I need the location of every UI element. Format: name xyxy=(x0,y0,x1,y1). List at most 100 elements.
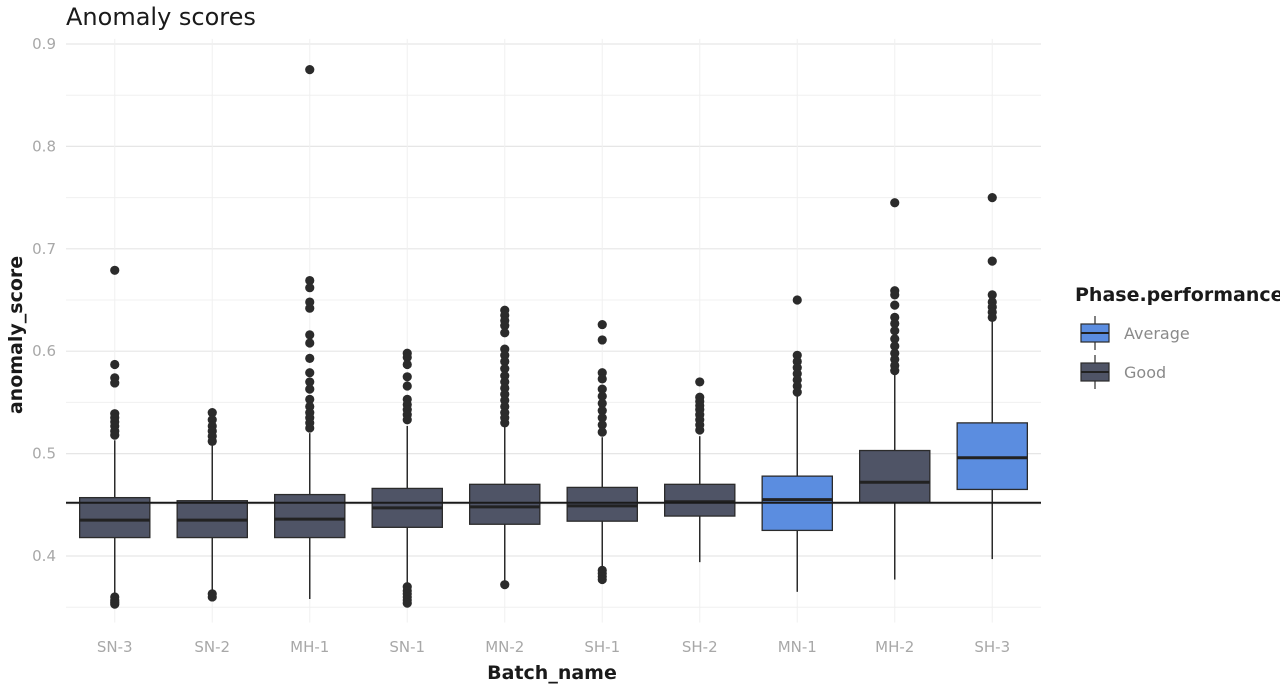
x-tick-label: SN-3 xyxy=(97,638,133,656)
outlier-point xyxy=(305,368,315,378)
legend-label: Good xyxy=(1124,363,1166,382)
boxplot-SH-1 xyxy=(566,319,639,585)
outlier-point xyxy=(597,319,607,330)
outlier-point xyxy=(597,374,607,384)
outlier-point xyxy=(207,408,217,418)
outlier-point xyxy=(305,65,315,75)
outlier-point xyxy=(305,394,315,404)
x-tick-label: SH-3 xyxy=(974,638,1010,656)
outlier-point xyxy=(110,359,120,370)
x-tick-label: SH-2 xyxy=(682,638,718,656)
outlier-point xyxy=(500,580,510,590)
outlier-point xyxy=(305,353,315,363)
boxplot-MH-1 xyxy=(273,65,346,600)
outlier-point xyxy=(890,334,900,344)
outlier-point xyxy=(597,427,607,437)
outlier-point xyxy=(597,398,607,409)
outlier-point xyxy=(402,372,412,382)
outlier-point xyxy=(305,377,315,387)
outlier-point xyxy=(597,384,607,394)
x-tick-label: SN-1 xyxy=(389,638,425,656)
boxplot-SN-1 xyxy=(371,348,443,608)
outlier-point xyxy=(305,303,315,313)
y-axis-ticks: 0.4 0.5 0.6 0.7 0.8 0.9 xyxy=(32,35,56,565)
box xyxy=(566,486,639,522)
x-tick-label: SN-2 xyxy=(194,638,230,656)
box xyxy=(273,493,346,539)
outlier-point xyxy=(402,415,412,425)
outlier-point xyxy=(890,341,900,351)
outlier-point xyxy=(987,256,997,266)
boxplot-SH-3 xyxy=(956,193,1029,560)
x-tick-label: MH-2 xyxy=(875,638,914,656)
outlier-point xyxy=(110,265,120,275)
outlier-point xyxy=(305,338,315,348)
y-tick-label: 0.7 xyxy=(32,240,56,258)
box xyxy=(664,483,736,517)
x-axis-ticks: SN-3 SN-2 MH-1 SN-1 MN-2 SH-1 SH-2 MN-1 MH-2 SH-3 xyxy=(97,638,1010,656)
boxplots xyxy=(79,65,1029,609)
outlier-point xyxy=(597,420,607,430)
outlier-point xyxy=(890,300,900,310)
y-tick-label: 0.6 xyxy=(32,342,56,360)
outlier-point xyxy=(402,598,412,608)
outlier-point xyxy=(792,387,802,397)
outlier-point xyxy=(110,599,120,609)
y-tick-label: 0.9 xyxy=(32,35,56,53)
outlier-point xyxy=(987,312,997,323)
boxplot-MN-2 xyxy=(468,305,541,590)
outlier-point xyxy=(597,574,607,585)
outlier-point xyxy=(890,290,900,300)
outlier-point xyxy=(597,413,607,423)
y-tick-label: 0.4 xyxy=(32,547,56,565)
legend-item-good: Good xyxy=(1080,355,1166,389)
outlier-point xyxy=(890,198,900,208)
legend: Phase.performance Average Good xyxy=(1075,284,1280,389)
y-axis-label: anomaly_score xyxy=(5,256,27,414)
box xyxy=(956,422,1029,491)
outlier-point xyxy=(890,318,900,329)
boxplot-SH-2 xyxy=(664,377,736,563)
outlier-point xyxy=(402,352,412,362)
legend-label: Average xyxy=(1124,324,1190,343)
outlier-point xyxy=(305,275,315,286)
outlier-point xyxy=(207,436,217,446)
outlier-point xyxy=(792,295,802,305)
outlier-point xyxy=(402,359,412,370)
outlier-point xyxy=(305,283,315,293)
boxplot-SN-2 xyxy=(176,408,248,602)
box xyxy=(79,496,151,539)
outlier-point xyxy=(890,326,900,336)
outlier-point xyxy=(500,328,510,338)
outlier-point xyxy=(110,378,120,388)
outlier-point xyxy=(500,364,510,374)
outlier-point xyxy=(305,423,315,433)
outlier-point xyxy=(597,391,607,401)
chart-title: Anomaly scores xyxy=(66,3,256,31)
x-tick-label: SH-1 xyxy=(584,638,620,656)
outlier-point xyxy=(500,356,510,367)
box xyxy=(468,483,541,525)
x-axis-label: Batch_name xyxy=(487,662,617,684)
x-tick-label: MH-1 xyxy=(290,638,329,656)
outlier-point xyxy=(695,425,705,435)
y-tick-label: 0.5 xyxy=(32,445,56,463)
x-tick-label: MN-1 xyxy=(778,638,817,656)
outlier-point xyxy=(695,377,705,387)
legend-item-average: Average xyxy=(1080,316,1190,350)
x-tick-label: MN-2 xyxy=(485,638,524,656)
outlier-point xyxy=(597,405,607,416)
outlier-point xyxy=(987,193,997,203)
outlier-point xyxy=(500,321,510,331)
outlier-point xyxy=(207,592,217,602)
outlier-point xyxy=(987,290,997,300)
outlier-point xyxy=(305,384,315,394)
outlier-point xyxy=(402,381,412,391)
outlier-point xyxy=(305,330,315,340)
outlier-point xyxy=(597,335,607,345)
boxplot-SN-3 xyxy=(79,265,151,609)
box xyxy=(859,449,931,504)
outlier-point xyxy=(500,418,510,428)
boxplot-MH-2 xyxy=(859,198,931,580)
